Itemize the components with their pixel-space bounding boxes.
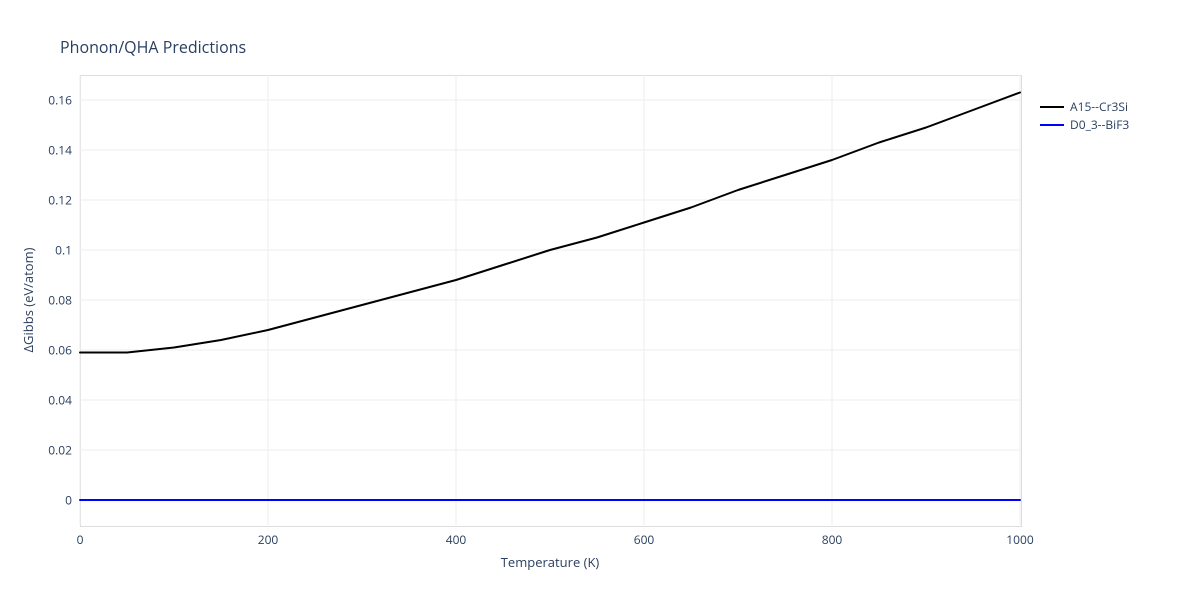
- y-axis-title: ΔGibbs (eV/atom): [19, 248, 37, 353]
- chart-title: Phonon/QHA Predictions: [60, 36, 246, 58]
- x-tick-label: 400: [446, 531, 467, 548]
- plot-area: [80, 75, 1022, 527]
- x-axis-title: Temperature (K): [501, 553, 600, 571]
- y-tick-label: 0: [65, 492, 72, 509]
- legend-item[interactable]: A15--Cr3Si: [1040, 98, 1128, 115]
- y-tick-label: 0.08: [48, 292, 72, 309]
- y-tick-label: 0.02: [48, 442, 72, 459]
- x-tick-label: 1000: [1006, 531, 1033, 548]
- legend-label: A15--Cr3Si: [1070, 98, 1128, 115]
- legend-item[interactable]: D0_3--BiF3: [1040, 116, 1129, 133]
- y-tick-label: 0.14: [48, 142, 72, 159]
- x-tick-label: 200: [258, 531, 279, 548]
- y-tick-label: 0.16: [48, 92, 72, 109]
- x-tick-label: 600: [634, 531, 655, 548]
- y-tick-label: 0.1: [55, 242, 72, 259]
- legend-swatch: [1040, 124, 1064, 126]
- x-tick-label: 0: [77, 531, 84, 548]
- legend-swatch: [1040, 106, 1064, 108]
- y-tick-label: 0.04: [48, 392, 72, 409]
- x-tick-label: 800: [822, 531, 843, 548]
- legend-label: D0_3--BiF3: [1070, 116, 1129, 133]
- y-tick-label: 0.12: [48, 192, 72, 209]
- y-tick-label: 0.06: [48, 342, 72, 359]
